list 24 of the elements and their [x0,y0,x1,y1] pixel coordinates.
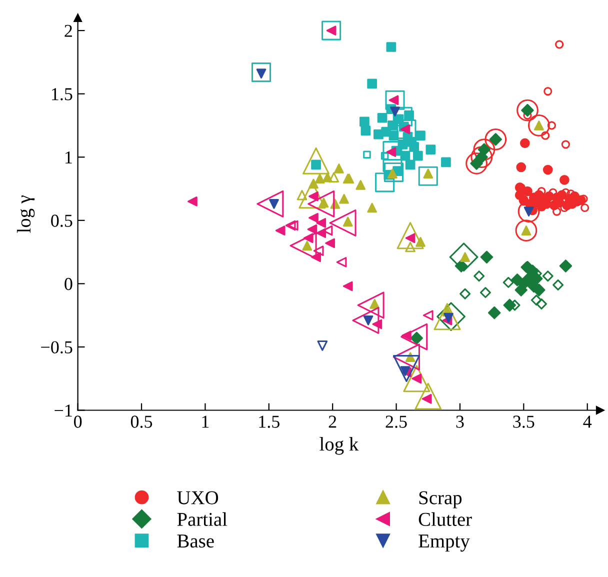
y-axis-title: log γ [16,195,35,233]
x-tick-label: 1.5 [259,416,280,428]
x-tick-label: 2.5 [386,416,407,428]
y-tick-label: 2 [64,24,72,37]
x-tick-label: 0 [74,416,82,428]
x-tick-label: 4 [583,416,592,428]
legend-label: Base [177,534,214,548]
y-tick-label: −0.5 [41,341,72,354]
y-tick-label: 1 [66,151,72,164]
x-tick-label: 3 [456,416,464,428]
legend-label: UXO [177,491,218,504]
y-tick-label: −1 [54,404,72,417]
x-tick-label: 0.5 [130,416,152,428]
legend-label: Clutter [418,512,472,526]
legend-label: Partial [177,512,228,526]
x-tick-label: 1 [202,416,209,428]
legend-label: Empty [418,534,470,552]
x-tick-label: 2 [328,416,336,428]
legend-label: Scrap [419,491,462,508]
y-tick-label: 1.5 [52,88,72,100]
x-tick-label: 3.5 [513,416,534,428]
y-tick-label: 0.5 [51,214,72,227]
x-axis-title: log k [320,437,359,455]
y-tick-label: 0 [64,278,72,290]
